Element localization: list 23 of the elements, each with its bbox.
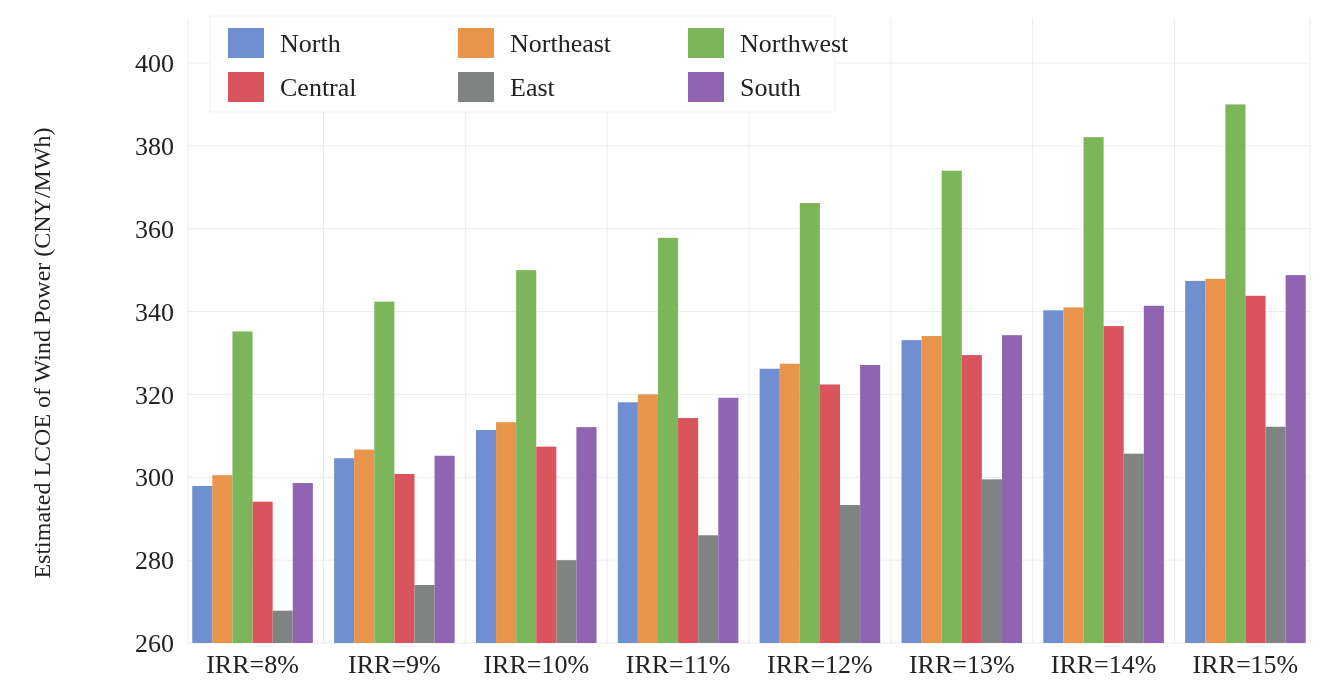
x-tick-label: IRR=10%: [483, 650, 590, 679]
legend-label: Northeast: [510, 29, 612, 59]
y-tick-label: 260: [135, 629, 174, 659]
legend-label: Central: [280, 73, 357, 103]
x-tick-label: IRR=13%: [908, 650, 1015, 679]
y-tick-label: 360: [135, 214, 174, 244]
x-tick-label: IRR=11%: [625, 650, 731, 679]
x-tick-label: IRR=14%: [1050, 650, 1157, 679]
y-axis-title: Estimated LCOE of Wind Power (CNY/MWh): [29, 127, 55, 579]
y-tick-label: 400: [135, 49, 174, 79]
y-tick-label: 300: [135, 463, 174, 493]
legend-label: East: [510, 73, 556, 103]
x-tick-label: IRR=12%: [767, 650, 873, 679]
y-tick-label: 280: [135, 546, 174, 576]
x-tick-label: IRR=9%: [348, 650, 441, 679]
y-tick-label: 320: [135, 380, 174, 410]
y-tick-label: 380: [135, 131, 174, 161]
legend-label: Northwest: [740, 29, 850, 59]
y-tick-label: 340: [135, 297, 174, 327]
legend-label: North: [280, 29, 341, 59]
legend-label: South: [740, 73, 801, 103]
x-tick-label: IRR=15%: [1192, 650, 1299, 679]
x-tick-label: IRR=8%: [206, 650, 299, 679]
